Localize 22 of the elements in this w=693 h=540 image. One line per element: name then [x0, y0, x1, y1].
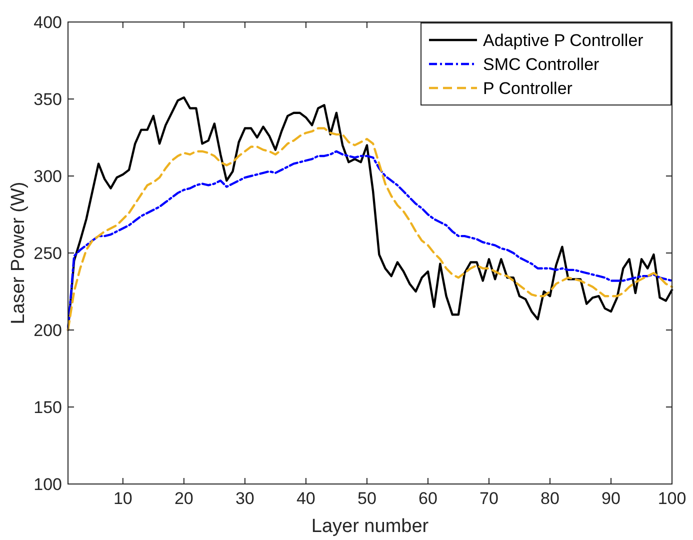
x-tick-label: 20 [174, 489, 194, 508]
x-tick-label: 60 [418, 489, 438, 508]
x-tick-label: 30 [235, 489, 254, 508]
y-tick-label: 400 [34, 13, 62, 32]
legend-label: SMC Controller [483, 55, 600, 74]
y-tick-label: 200 [34, 321, 62, 340]
x-tick-label: 80 [540, 489, 560, 508]
y-tick-label: 300 [34, 167, 62, 186]
y-tick-label: 350 [34, 90, 62, 109]
legend-label: Adaptive P Controller [483, 31, 644, 50]
x-tick-label: 100 [658, 489, 686, 508]
x-tick-label: 40 [296, 489, 316, 508]
x-axis-title: Layer number [311, 516, 430, 537]
legend-label: P Controller [483, 79, 573, 98]
y-tick-label: 100 [34, 475, 62, 494]
y-axis-title: Laser Power (W) [8, 182, 29, 324]
x-tick-label: 70 [480, 489, 498, 508]
x-tick-label: 10 [113, 489, 132, 508]
x-tick-label: 90 [602, 489, 620, 508]
y-tick-label: 150 [34, 398, 62, 417]
y-tick-label: 250 [34, 244, 62, 263]
x-tick-label: 50 [357, 489, 376, 508]
